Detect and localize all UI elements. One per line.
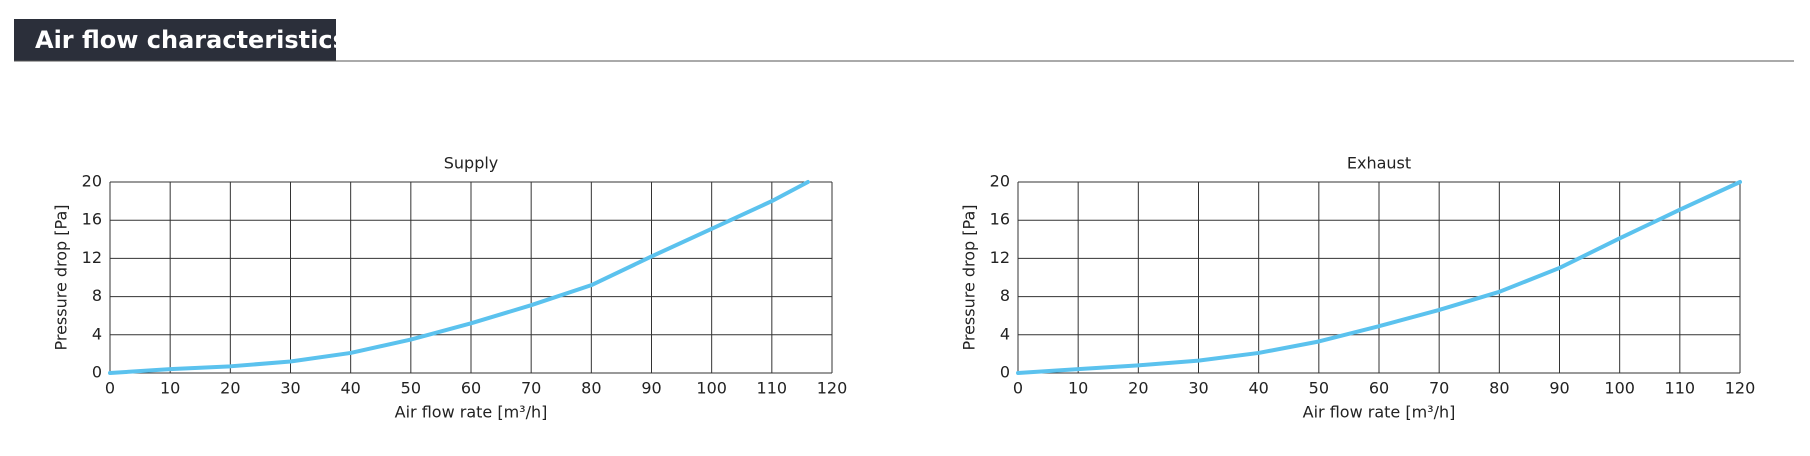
x-tick-label: 80 (1489, 379, 1509, 398)
x-tick-label: 70 (521, 379, 541, 398)
data-line (108, 180, 810, 375)
x-tick-label: 10 (160, 379, 180, 398)
x-tick-label: 20 (1128, 379, 1148, 398)
y-tick-label: 4 (1000, 324, 1010, 343)
x-tick-label: 30 (1188, 379, 1208, 398)
x-tick-label: 100 (1604, 379, 1635, 398)
x-axis-label: Air flow rate [m³/h] (1303, 403, 1456, 422)
y-tick-label: 16 (82, 210, 102, 229)
x-axis-label: Air flow rate [m³/h] (395, 403, 548, 422)
x-tick-label: 50 (401, 379, 421, 398)
x-tick-label: 20 (220, 379, 240, 398)
x-tick-label: 90 (1549, 379, 1569, 398)
y-tick-label: 12 (990, 248, 1010, 267)
x-tick-label: 0 (105, 379, 115, 398)
x-tick-label: 110 (757, 379, 788, 398)
y-tick-label: 4 (92, 324, 102, 343)
x-tick-label: 110 (1665, 379, 1696, 398)
x-tick-label: 120 (817, 379, 848, 398)
x-tick-label: 50 (1309, 379, 1329, 398)
header-title: Air flow characteristics (35, 26, 347, 54)
y-tick-label: 16 (990, 210, 1010, 229)
x-tick-label: 70 (1429, 379, 1449, 398)
x-tick-label: 80 (581, 379, 601, 398)
x-tick-label: 10 (1068, 379, 1088, 398)
x-tick-label: 120 (1725, 379, 1756, 398)
x-tick-label: 40 (1248, 379, 1268, 398)
y-tick-label: 0 (92, 363, 102, 382)
y-tick-label: 12 (82, 248, 102, 267)
data-line (1016, 180, 1742, 375)
chart-title: Exhaust (1347, 154, 1411, 173)
x-tick-label: 90 (641, 379, 661, 398)
x-tick-label: 40 (340, 379, 360, 398)
x-tick-label: 30 (280, 379, 300, 398)
y-tick-label: 8 (92, 286, 102, 305)
x-tick-label: 60 (1369, 379, 1389, 398)
x-tick-label: 60 (461, 379, 481, 398)
y-axis-label: Pressure drop [Pa] (960, 204, 979, 350)
x-tick-label: 0 (1013, 379, 1023, 398)
y-tick-label: 8 (1000, 286, 1010, 305)
y-tick-label: 0 (1000, 363, 1010, 382)
header-box (14, 19, 336, 61)
y-tick-label: 20 (990, 172, 1010, 191)
y-axis-label: Pressure drop [Pa] (52, 204, 71, 350)
y-tick-label: 20 (82, 172, 102, 191)
x-tick-label: 100 (696, 379, 727, 398)
chart-title: Supply (444, 154, 499, 173)
